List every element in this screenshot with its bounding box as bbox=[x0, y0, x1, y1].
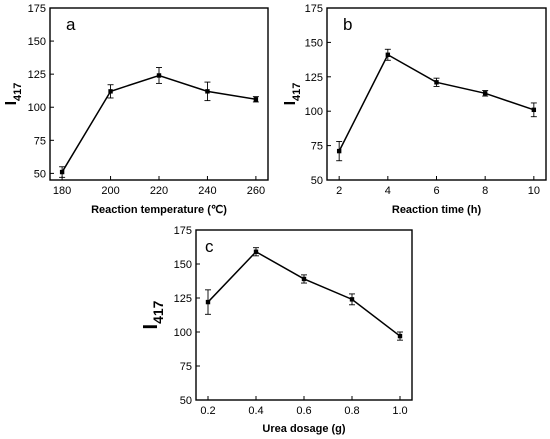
data-point bbox=[253, 249, 259, 254]
x-tick-label: 260 bbox=[247, 185, 265, 197]
x-axis-title: Reaction time (h) bbox=[392, 204, 482, 216]
y-axis-title-subscript: 417 bbox=[12, 83, 24, 101]
y-axis-title: I417 bbox=[140, 300, 166, 329]
y-tick-label: 75 bbox=[180, 361, 192, 373]
chart-panel-c: 50 75 100 125 150 175 0.2 0.4 0.6 0.8 1.0 Urea dosa… bbox=[140, 225, 413, 435]
data-point bbox=[205, 89, 210, 94]
y-tick-label: 100 bbox=[305, 106, 323, 118]
x-tick-label: 1.0 bbox=[392, 405, 407, 417]
y-tick-label: 50 bbox=[311, 175, 323, 187]
data-point bbox=[253, 97, 259, 102]
x-tick-label: 4 bbox=[385, 185, 391, 197]
y-tick-label: 175 bbox=[305, 3, 323, 15]
x-tick-label: 0.8 bbox=[344, 405, 359, 417]
x-axis-title: Urea dosage (g) bbox=[262, 423, 345, 435]
y-axis-title-main: I bbox=[282, 101, 299, 105]
data-point bbox=[108, 89, 113, 94]
plot-frame bbox=[326, 7, 547, 181]
series-line bbox=[338, 53, 535, 152]
y-tick-label: 50 bbox=[180, 395, 192, 407]
series-line bbox=[61, 74, 257, 173]
data-point bbox=[434, 80, 439, 85]
series-line bbox=[207, 250, 401, 337]
data-point bbox=[531, 107, 537, 113]
panel-letter: a bbox=[66, 15, 76, 34]
y-axis-title: I417 bbox=[282, 83, 303, 106]
x-tick-label: 8 bbox=[482, 185, 488, 197]
y-tick-label: 150 bbox=[28, 36, 46, 48]
x-tick-label: 0.4 bbox=[248, 405, 263, 417]
y-tick-label: 100 bbox=[174, 327, 192, 339]
x-tick-label: 0.6 bbox=[296, 405, 311, 417]
y-tick-label: 125 bbox=[174, 293, 192, 305]
x-tick-label: 240 bbox=[198, 185, 216, 197]
x-tick-label: 180 bbox=[53, 185, 71, 197]
data-point bbox=[205, 299, 211, 305]
y-axis-title: I417 bbox=[3, 83, 24, 106]
y-tick-label: 150 bbox=[305, 37, 323, 49]
y-tick-label: 150 bbox=[174, 259, 192, 271]
x-axis-title: Reaction temperature (℃) bbox=[91, 204, 227, 216]
y-axis-title-subscript: 417 bbox=[150, 300, 166, 324]
y-tick-label: 100 bbox=[28, 102, 46, 114]
chart-panel-b: 50 75 100 125 150 175 2 4 6 8 10 Reaction time (h) I… bbox=[282, 3, 547, 216]
x-tick-label: 220 bbox=[150, 185, 168, 197]
plot-frame bbox=[49, 7, 269, 181]
data-point bbox=[397, 333, 403, 339]
y-axis-title-main: I bbox=[3, 101, 20, 105]
plot-frame bbox=[195, 229, 413, 401]
y-tick-label: 175 bbox=[174, 225, 192, 237]
x-tick-label: 200 bbox=[101, 185, 119, 197]
panel-letter: c bbox=[205, 237, 214, 256]
data-point bbox=[349, 297, 355, 302]
y-tick-label: 175 bbox=[28, 3, 46, 15]
data-point bbox=[156, 73, 162, 78]
data-point bbox=[59, 169, 65, 175]
data-point bbox=[301, 276, 307, 282]
y-tick-label: 125 bbox=[305, 72, 323, 84]
panel-letter: b bbox=[343, 15, 352, 34]
data-point bbox=[482, 91, 488, 96]
x-tick-label: 0.2 bbox=[200, 405, 215, 417]
x-tick-label: 10 bbox=[528, 185, 540, 197]
y-tick-label: 125 bbox=[28, 69, 46, 81]
y-axis-title-main: I bbox=[140, 324, 162, 330]
data-point bbox=[385, 52, 391, 57]
y-tick-label: 75 bbox=[34, 135, 46, 147]
data-point bbox=[336, 148, 342, 154]
x-tick-label: 6 bbox=[433, 185, 439, 197]
y-axis-title-subscript: 417 bbox=[291, 83, 303, 101]
chart-panel-a: 50 75 100 125 150 175 180 200 220 240 260 Reaction … bbox=[3, 3, 269, 216]
x-tick-label: 2 bbox=[336, 185, 342, 197]
y-tick-label: 75 bbox=[311, 141, 323, 153]
y-tick-label: 50 bbox=[34, 168, 46, 180]
